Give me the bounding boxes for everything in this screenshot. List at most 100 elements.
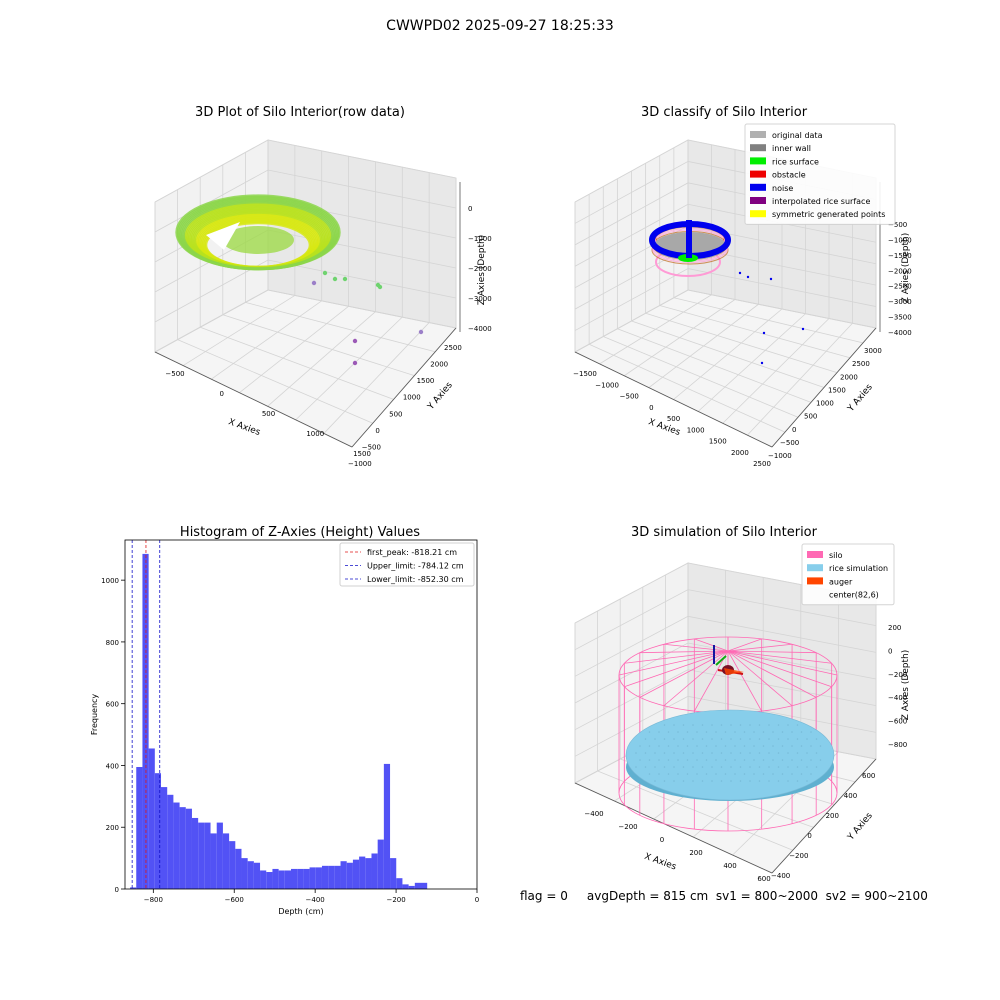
- silo-roof-wire: [694, 638, 729, 652]
- histogram-bar: [334, 865, 341, 889]
- y-tick-label: 0: [807, 832, 811, 840]
- mesh-point: [663, 752, 666, 754]
- mesh-point: [796, 766, 799, 768]
- mesh-point: [720, 724, 723, 726]
- mesh-point: [658, 745, 660, 747]
- z-tick-label: −200: [888, 671, 907, 679]
- x-tick-label: 1500: [709, 438, 727, 446]
- histogram-legend: [339, 542, 475, 587]
- y-axis-label: Frequency: [90, 694, 99, 736]
- raw-outlier-point: [311, 280, 317, 286]
- grid-line: [599, 294, 712, 365]
- mesh-point: [658, 731, 660, 733]
- mesh-point: [749, 738, 751, 740]
- mesh-point: [768, 766, 770, 768]
- z-axis-label: Z Axies (Depth): [477, 235, 487, 306]
- z-tick-label: −3500: [888, 314, 912, 322]
- mesh-point: [648, 745, 651, 747]
- mesh-point: [658, 759, 660, 761]
- grid-line: [200, 326, 394, 400]
- raw-point-cloud: [175, 194, 424, 366]
- mesh-point: [711, 738, 713, 740]
- mesh-point: [791, 773, 793, 775]
- histogram-bar: [247, 861, 254, 889]
- silo-roof-wire: [693, 650, 729, 712]
- histogram-bar: [297, 868, 304, 889]
- mesh-point: [720, 780, 723, 782]
- noise-point: [801, 327, 805, 331]
- y-tick-label: 2500: [852, 360, 870, 368]
- z-tick-label: 0: [888, 647, 892, 655]
- z-tick-label: −600: [888, 718, 907, 726]
- histogram-bar: [216, 822, 223, 889]
- grid-line: [323, 322, 430, 434]
- histogram-bar: [303, 868, 310, 889]
- mesh-point: [696, 773, 698, 775]
- grid-line: [648, 303, 759, 388]
- grid-line: [574, 268, 877, 331]
- grid-line: [295, 316, 403, 421]
- classify-panel: 3D classify of Silo Interior −1500 −1000 −5…: [540, 90, 920, 480]
- x-axis-line: [574, 782, 773, 874]
- legend-label: original data: [772, 131, 823, 140]
- mesh-point: [682, 752, 685, 754]
- mesh-point: [701, 724, 704, 726]
- x-tick-label: −500: [165, 370, 184, 378]
- x-tick-label: −200: [386, 896, 405, 904]
- mesh-point: [677, 759, 679, 761]
- x-tick-label: −200: [618, 823, 637, 831]
- mesh-point: [673, 724, 675, 726]
- mesh-point: [635, 752, 637, 754]
- x-tick-label: −1500: [573, 370, 597, 378]
- mesh-point: [772, 773, 774, 775]
- mesh-point: [777, 738, 780, 740]
- mesh-point: [730, 752, 732, 754]
- raw-outlier-point: [418, 329, 424, 335]
- legend-label: Lower_limit: -852.30 cm: [367, 575, 464, 584]
- mesh-point: [777, 724, 780, 726]
- histogram-bar: [167, 794, 174, 889]
- silo-roof-wire: [727, 650, 832, 664]
- legend-swatch: [750, 210, 766, 218]
- status-footer: flag = 0 avgDepth = 815 cm sv1 = 800~200…: [520, 889, 928, 903]
- mesh-point: [644, 752, 647, 754]
- simulation-legend: [801, 543, 895, 606]
- mesh-point: [734, 773, 736, 775]
- histogram-frame: [124, 539, 478, 890]
- mesh-point: [787, 738, 789, 740]
- simulation-chart-title: 3D simulation of Silo Interior: [631, 525, 818, 540]
- mesh-point: [791, 731, 793, 733]
- histogram-bar: [260, 870, 267, 889]
- mesh-point: [654, 780, 656, 782]
- simulation-3d-plot: 3D simulation of Silo Interior −400 −200 0 2…: [573, 525, 911, 883]
- mesh-point: [667, 773, 670, 775]
- x-tick-label: 2500: [753, 460, 771, 468]
- raw-outlier-point: [377, 284, 383, 290]
- y-tick-label: −200: [789, 852, 808, 860]
- mesh-point: [753, 773, 755, 775]
- y-tick-label: 600: [106, 701, 119, 709]
- histogram-bar: [402, 884, 409, 889]
- mesh-point: [648, 773, 651, 775]
- mesh-point: [730, 724, 732, 726]
- y-axis-label: Y Axies: [846, 811, 875, 843]
- mesh-point: [781, 745, 784, 747]
- grid-line: [574, 203, 877, 267]
- y-tick-label: 1500: [417, 377, 435, 385]
- mesh-point: [762, 759, 765, 761]
- histogram-bar: [284, 870, 292, 889]
- z-tick-label: −500: [888, 221, 907, 229]
- raw-surface-gap: [206, 222, 240, 250]
- mesh-point: [815, 752, 818, 754]
- histogram-bar: [321, 865, 329, 889]
- histogram-bar: [352, 859, 360, 889]
- mesh-point: [796, 780, 799, 782]
- legend-label: center(82,6): [829, 591, 879, 600]
- y-tick-label: −500: [780, 439, 799, 447]
- histogram-bar: [161, 787, 168, 889]
- y-tick-label: 0: [115, 886, 119, 894]
- y-tick-label: 2500: [444, 344, 462, 352]
- x-tick-label: 0: [649, 404, 653, 412]
- y-axis-line: [351, 327, 457, 448]
- x-tick-label: 500: [667, 415, 680, 423]
